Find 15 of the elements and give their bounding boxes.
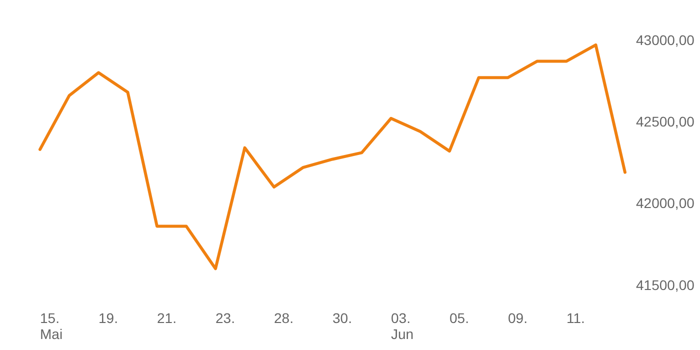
y-tick-label: 42000,00 — [636, 195, 695, 212]
x-tick-label: 30. — [332, 310, 352, 326]
y-tick-label: 42500,00 — [636, 114, 695, 130]
x-tick-label: 15. Mai — [40, 310, 63, 342]
x-tick-label: 03. Jun — [391, 310, 414, 342]
y-tick-label: 43000,00 — [636, 32, 695, 48]
x-tick-label: 09. — [508, 310, 528, 326]
y-tick-label: 41500,00 — [636, 276, 695, 293]
x-tick-label: 28. — [274, 310, 294, 326]
x-tick-label: 23. — [216, 310, 235, 326]
x-tick-label: 19. — [98, 310, 118, 326]
x-tick-label: 05. — [450, 310, 469, 326]
line-series — [38, 43, 626, 270]
x-tick-label: 21. — [157, 310, 176, 326]
x-tick-label: 11. — [566, 310, 585, 326]
